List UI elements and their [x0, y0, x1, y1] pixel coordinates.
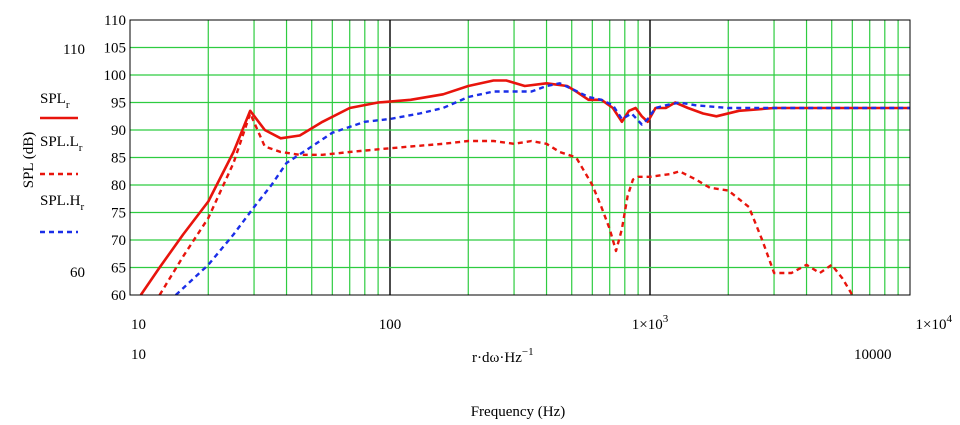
- x-outer-left: 10: [131, 347, 146, 363]
- grid: [130, 20, 910, 295]
- legend-label-3: SPL.Hr: [40, 193, 84, 213]
- y-ticks: 60 65 70 75 80 85 90 95 100 105 110: [104, 13, 127, 304]
- y-tick-label: 70: [111, 233, 126, 249]
- x-tick-label: 100: [379, 317, 402, 333]
- x-tick-label: 10: [131, 317, 146, 333]
- y-tick-label: 105: [104, 41, 127, 57]
- y-tick-label: 110: [104, 13, 126, 29]
- x-outer-right: 10000: [854, 347, 892, 363]
- y-tick-label: 90: [111, 123, 126, 139]
- y-tick-label: 85: [111, 151, 126, 167]
- series-line-3: [174, 82, 910, 295]
- x-ticks: 10 100 1×103 1×104: [131, 313, 953, 333]
- y-axis-label: SPL (dB): [21, 132, 37, 189]
- y-tick-label: 95: [111, 96, 126, 112]
- series-line-2: [158, 112, 854, 295]
- x-axis-label: Frequency (Hz): [471, 404, 566, 420]
- plot-frame: [129, 19, 911, 296]
- y-tick-label: 65: [111, 261, 126, 277]
- series-line-1: [139, 79, 910, 295]
- series-group: [139, 79, 910, 295]
- y-tick-label: 75: [111, 206, 126, 222]
- x-tick-label: 1×103: [632, 313, 669, 333]
- y-tick-label: 100: [104, 68, 127, 84]
- legend-label-1: SPLr: [40, 91, 70, 111]
- x-expression-label: r·dω·Hz−1: [472, 346, 534, 366]
- y-tick-label: 80: [111, 178, 126, 194]
- y-outer-110: 110: [63, 42, 85, 58]
- y-outer-60: 60: [70, 265, 85, 281]
- legend-label-2: SPL.Lr: [40, 134, 83, 154]
- y-tick-label: 60: [111, 288, 126, 304]
- x-tick-label: 1×104: [916, 313, 953, 333]
- legend: SPLr SPL.Lr SPL.Hr: [40, 91, 84, 234]
